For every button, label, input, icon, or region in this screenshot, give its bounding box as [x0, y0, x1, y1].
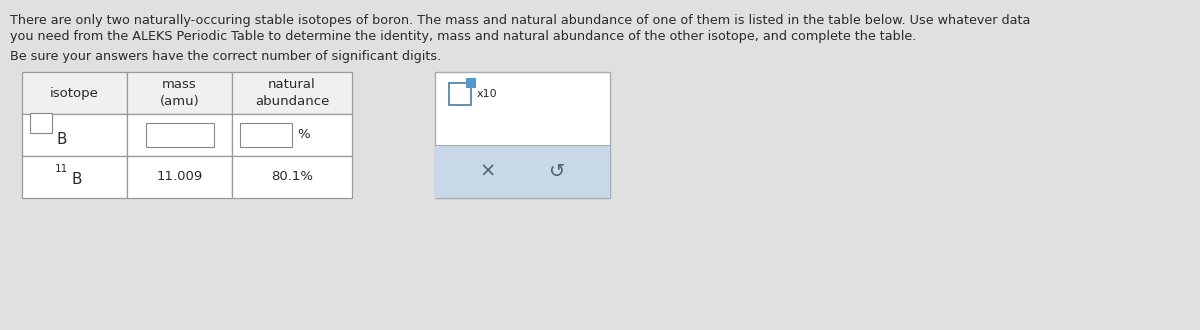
Bar	[22, 72, 127, 114]
Bar	[232, 114, 352, 156]
Text: There are only two naturally-occuring stable isotopes of boron. The mass and nat: There are only two naturally-occuring st…	[10, 14, 1031, 27]
Text: mass
(amu): mass (amu)	[160, 78, 199, 108]
Bar	[22, 114, 127, 156]
Text: natural
abundance: natural abundance	[254, 78, 329, 108]
Bar	[127, 156, 232, 198]
Bar	[127, 72, 232, 114]
Text: B: B	[56, 131, 66, 147]
Text: 11.009: 11.009	[156, 171, 203, 183]
Bar	[436, 145, 610, 198]
Bar	[30, 113, 52, 133]
Bar	[466, 78, 476, 88]
Text: you need from the ALEKS Periodic Table to determine the identity, mass and natur: you need from the ALEKS Periodic Table t…	[10, 30, 917, 43]
Text: B: B	[71, 172, 82, 186]
Text: Be sure your answers have the correct number of significant digits.: Be sure your answers have the correct nu…	[10, 50, 442, 63]
Bar	[232, 72, 352, 114]
Bar	[240, 123, 292, 147]
Bar	[145, 123, 214, 147]
Text: 80.1%: 80.1%	[271, 171, 313, 183]
Bar	[232, 156, 352, 198]
Bar	[22, 156, 127, 198]
Bar	[127, 114, 232, 156]
Text: isotope: isotope	[50, 86, 98, 100]
Bar	[436, 72, 610, 198]
Bar	[449, 83, 470, 105]
Text: ↺: ↺	[550, 162, 565, 181]
Text: %: %	[298, 128, 310, 142]
Text: ×: ×	[479, 162, 496, 181]
Text: 11: 11	[55, 164, 68, 174]
Text: x10: x10	[478, 89, 498, 99]
